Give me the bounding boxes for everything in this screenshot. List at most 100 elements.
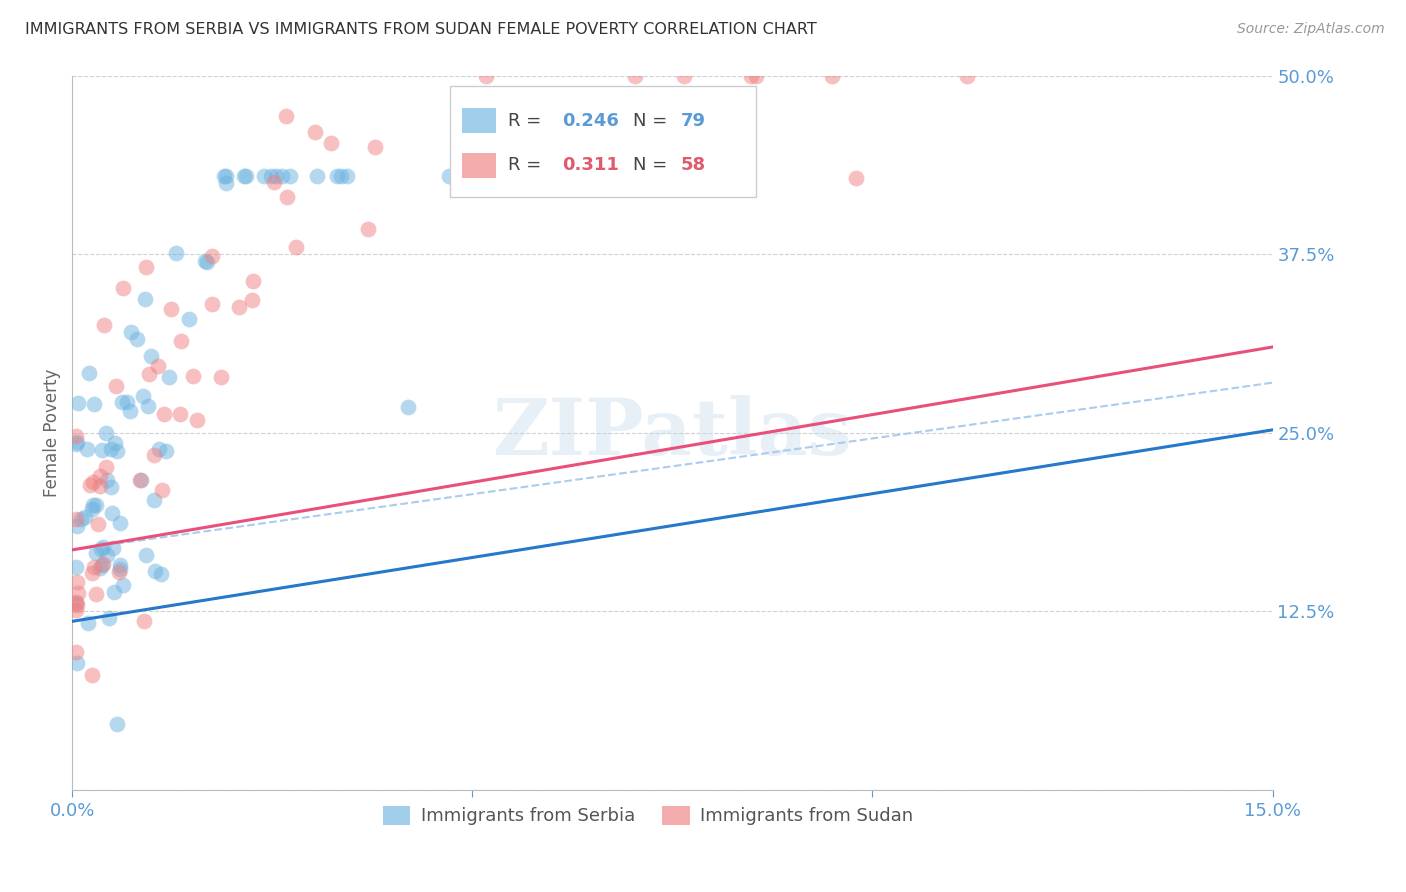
Text: IMMIGRANTS FROM SERBIA VS IMMIGRANTS FROM SUDAN FEMALE POVERTY CORRELATION CHART: IMMIGRANTS FROM SERBIA VS IMMIGRANTS FRO… (25, 22, 817, 37)
Point (66, 434, 89, 449)
Point (276, 190, 298, 204)
Point (150, 483, 173, 498)
Point (326, 169, 349, 183)
Point (65, 512, 87, 526)
Point (305, 169, 328, 183)
Point (65, 603, 87, 617)
Point (138, 367, 160, 381)
Point (143, 565, 166, 579)
Point (481, 169, 503, 183)
Text: 58: 58 (681, 156, 706, 174)
Point (135, 548, 157, 562)
FancyBboxPatch shape (463, 109, 496, 134)
Point (70, 512, 93, 526)
Point (228, 300, 250, 314)
Point (115, 395, 138, 409)
Point (304, 125, 326, 139)
Point (821, 69, 844, 83)
Point (519, 169, 541, 183)
Point (240, 293, 263, 307)
Y-axis label: Female Poverty: Female Poverty (44, 368, 60, 497)
Point (157, 370, 180, 384)
Point (396, 400, 419, 414)
Point (94, 460, 117, 475)
Text: R =: R = (508, 112, 547, 129)
Point (96, 473, 118, 487)
Point (201, 296, 224, 310)
Text: Source: ZipAtlas.com: Source: ZipAtlas.com (1237, 22, 1385, 37)
Point (260, 169, 283, 183)
Point (108, 516, 131, 531)
Point (66, 598, 89, 612)
Point (235, 169, 257, 183)
Point (212, 169, 235, 183)
Point (155, 444, 177, 458)
Point (330, 169, 353, 183)
Text: ZIPatlas: ZIPatlas (492, 395, 852, 471)
Point (89, 468, 111, 483)
Point (278, 169, 301, 183)
Point (108, 565, 131, 579)
Point (128, 473, 150, 487)
Point (177, 311, 200, 326)
Point (65, 595, 87, 609)
Point (169, 407, 191, 421)
Point (134, 293, 156, 307)
Point (73, 509, 96, 524)
Text: N =: N = (633, 112, 672, 129)
Point (101, 541, 124, 555)
Point (66, 586, 89, 600)
Point (105, 444, 128, 458)
Point (82, 566, 104, 580)
Point (160, 302, 183, 317)
Point (80, 667, 103, 681)
Point (96, 425, 118, 440)
FancyBboxPatch shape (450, 87, 756, 197)
Point (84, 587, 107, 601)
Point (77, 366, 100, 380)
Point (215, 169, 238, 183)
Point (120, 325, 142, 339)
Point (186, 412, 208, 426)
Point (201, 249, 224, 263)
Point (478, 169, 501, 183)
Point (79, 478, 101, 492)
Point (956, 69, 979, 83)
Point (82, 475, 104, 489)
Point (105, 717, 128, 731)
Point (90, 541, 112, 556)
Point (65, 437, 87, 451)
Point (132, 389, 155, 403)
Point (108, 562, 131, 576)
Point (91, 443, 114, 458)
Point (112, 578, 135, 592)
Point (100, 480, 122, 494)
Point (195, 255, 218, 269)
Point (83, 559, 105, 574)
Point (264, 169, 287, 183)
Point (96, 548, 118, 562)
Point (100, 442, 122, 456)
Point (67, 395, 90, 409)
Point (135, 260, 157, 274)
Text: 79: 79 (681, 112, 706, 129)
Point (142, 492, 165, 507)
Point (194, 254, 217, 268)
Point (148, 442, 170, 457)
Point (93, 318, 115, 333)
Point (673, 69, 696, 83)
Point (83, 397, 105, 411)
Point (98, 611, 121, 625)
Point (111, 395, 134, 409)
Point (527, 169, 550, 183)
Point (232, 169, 254, 183)
Point (166, 246, 188, 260)
Point (624, 69, 647, 83)
Point (146, 359, 169, 373)
Point (65, 560, 87, 574)
Point (100, 506, 122, 520)
Point (153, 407, 176, 421)
Point (82, 498, 104, 512)
Point (104, 379, 127, 393)
Point (65, 575, 87, 590)
